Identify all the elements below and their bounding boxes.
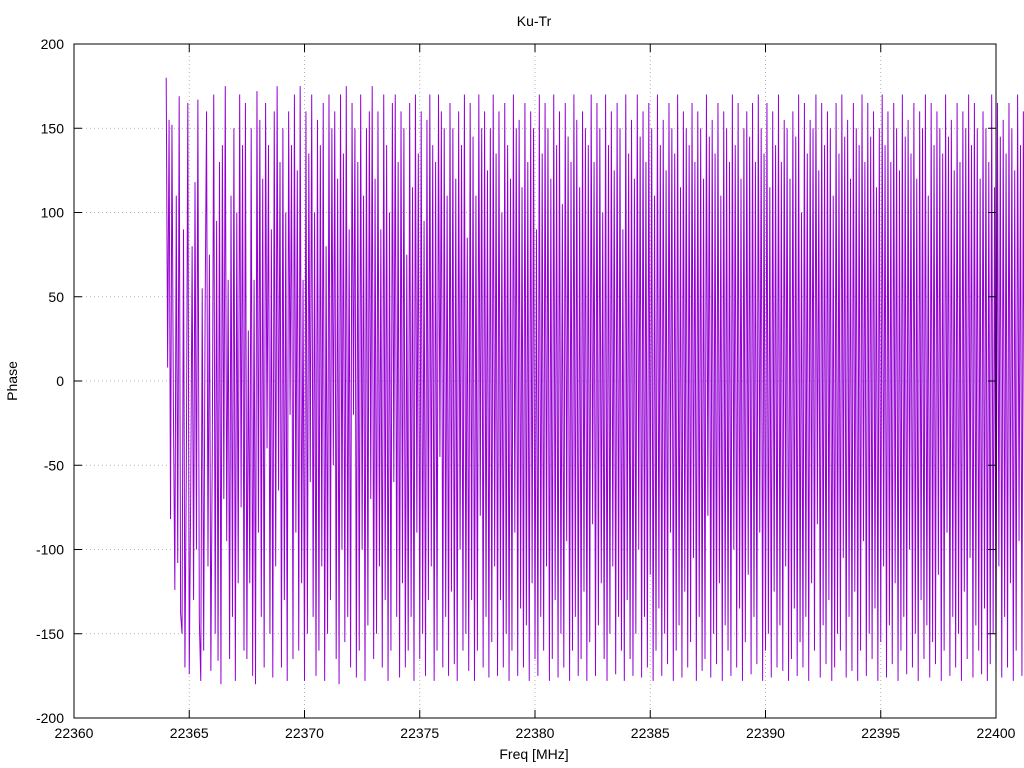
x-tick-label: 22375	[400, 725, 439, 741]
y-tick-label: 150	[41, 120, 65, 136]
y-tick-label: -100	[36, 542, 64, 558]
x-tick-label: 22395	[861, 725, 900, 741]
y-tick-label: -200	[36, 710, 64, 726]
tick-marks	[73, 43, 997, 719]
y-tick-label: 200	[41, 36, 65, 52]
x-axis-label: Freq [MHz]	[499, 746, 568, 762]
x-tick-label: 22400	[977, 725, 1016, 741]
y-tick-label: -50	[44, 457, 64, 473]
x-tick-label: 22390	[746, 725, 785, 741]
y-tick-label: 100	[41, 205, 65, 221]
series-group	[165, 77, 1024, 685]
x-tick-label: 22385	[631, 725, 670, 741]
y-tick-label: 50	[48, 289, 64, 305]
x-tick-label: 22370	[285, 725, 324, 741]
y-tick-label: -150	[36, 626, 64, 642]
phase-series-line	[165, 77, 1024, 685]
x-tick-label: 22380	[516, 725, 555, 741]
y-tick-label: 0	[56, 373, 64, 389]
tick-labels: 22360 22365 22370 22375 22380 22385 22390 22395…	[36, 36, 1016, 741]
y-axis-label: Phase	[4, 361, 20, 401]
x-tick-label: 22360	[55, 725, 94, 741]
chart-title: Ku-Tr	[517, 13, 552, 29]
x-tick-label: 22365	[170, 725, 209, 741]
